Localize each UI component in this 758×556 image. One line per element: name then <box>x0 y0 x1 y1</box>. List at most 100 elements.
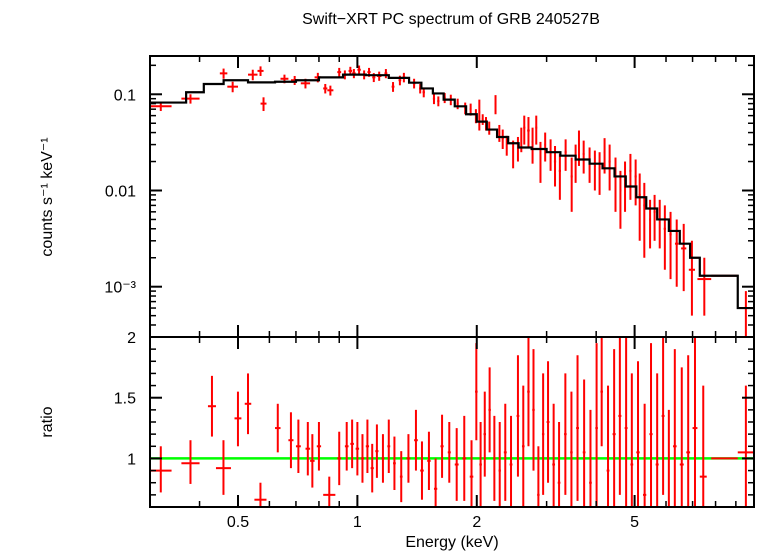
ratio-data-point <box>686 355 691 507</box>
spectrum-data-point <box>531 127 534 164</box>
spectrum-data-point <box>227 81 238 93</box>
ratio-data-point <box>552 403 556 507</box>
ratio-data-point <box>433 458 438 507</box>
spectrum-data-point <box>384 69 388 79</box>
ratio-data-point <box>387 419 391 473</box>
ratio-data-point <box>447 422 451 483</box>
spectrum-data-point <box>505 135 508 156</box>
spectrum-data-point <box>501 129 504 149</box>
spectrum-data-point <box>337 67 342 77</box>
spectrum-data-point <box>257 66 264 76</box>
ratio-data-point <box>316 422 322 471</box>
ratio-data-point <box>649 343 653 507</box>
spectrum-data-point <box>357 65 361 75</box>
spectrum-data-point <box>181 94 200 104</box>
ratio-data-point <box>483 391 486 477</box>
spectrum-data-point <box>574 144 577 183</box>
ratio-data-point <box>521 385 525 507</box>
ratio-data-point <box>337 431 342 486</box>
ratio-data-point <box>503 403 507 501</box>
ratio-data-point <box>310 434 315 488</box>
spectrum-data-point <box>598 152 601 195</box>
x-axis-label: Energy (keV) <box>405 534 498 551</box>
spectrum-data-point <box>516 136 519 162</box>
ratio-y-axis-label: ratio <box>39 406 56 437</box>
ratio-data-point <box>667 409 671 508</box>
spectrum-data-point <box>535 115 538 145</box>
ratio-data-points <box>150 337 754 508</box>
ratio-data-point <box>399 451 403 503</box>
ratio-data-point <box>498 422 501 507</box>
ratio-data-point <box>406 434 411 483</box>
spectrum-data-point <box>523 115 526 145</box>
spectrum-y-tick-label: 10⁻³ <box>104 280 136 297</box>
spectrum-data-point <box>527 117 530 148</box>
spectrum-data-point <box>558 153 561 200</box>
ratio-data-point <box>570 391 573 507</box>
spectrum-data-point <box>737 291 754 337</box>
spectrum-panel: 0.1 0.01 10⁻³ counts s⁻¹ keV⁻¹ <box>39 55 755 338</box>
ratio-data-point <box>150 446 172 493</box>
spectrum-data-point <box>260 97 267 112</box>
ratio-data-point <box>475 343 478 441</box>
spectrum-model-step <box>150 73 754 310</box>
ratio-data-point <box>541 373 545 495</box>
ratio-data-point <box>414 409 418 471</box>
ratio-data-point <box>427 431 431 490</box>
spectrum-y-tick-label: 0.01 <box>105 183 136 200</box>
spectrum-data-point <box>488 121 491 135</box>
spectrum-data-point <box>437 96 440 107</box>
ratio-data-point <box>546 361 550 483</box>
ratio-data-point <box>375 424 379 478</box>
spectrum-data-point <box>669 211 672 280</box>
spectrum-data-point <box>582 140 585 174</box>
spectrum-data-point <box>663 205 667 270</box>
ratio-data-point <box>600 337 603 447</box>
spectrum-frame <box>149 55 755 338</box>
spectrum-data-point <box>588 147 591 183</box>
spectrum-y-tick-label: 0.1 <box>114 87 136 104</box>
ratio-data-point <box>469 440 474 507</box>
ratio-data-point <box>595 343 598 507</box>
ratio-data-point <box>207 375 216 437</box>
ratio-data-point <box>488 367 491 453</box>
spectrum-data-point <box>681 223 687 292</box>
ratio-data-point <box>699 385 707 507</box>
spectrum-data-point <box>593 150 596 191</box>
spectrum-data-point <box>248 69 258 81</box>
ratio-data-point <box>606 385 610 507</box>
chart-title: Swift−XRT PC spectrum of GRB 240527B <box>302 11 600 28</box>
spectrum-data-point <box>498 124 501 142</box>
spectrum-data-point <box>674 219 679 287</box>
ratio-data-point <box>537 446 540 507</box>
ratio-data-point <box>557 422 561 507</box>
ratio-data-point <box>393 436 396 490</box>
ratio-data-point <box>365 419 370 473</box>
spectrum-data-point <box>649 199 652 249</box>
ratio-y-tick-label: 1.5 <box>114 391 136 408</box>
spectrum-data-point <box>456 98 459 110</box>
ratio-data-point <box>576 355 579 501</box>
ratio-data-point <box>295 419 301 473</box>
ratio-data-point <box>679 367 684 507</box>
ratio-data-point <box>305 422 311 476</box>
ratio-data-point <box>381 434 385 483</box>
spectrum-data-point <box>327 85 334 96</box>
ratio-data-point <box>244 373 252 435</box>
ratio-data-point <box>618 337 622 495</box>
ratio-data-point <box>516 355 520 477</box>
ratio-data-point <box>181 440 200 484</box>
ratio-data-point <box>532 349 535 471</box>
spectrum-data-point <box>544 132 547 162</box>
ratio-y-tick-label: 1 <box>127 451 136 468</box>
x-tick-label: 2 <box>472 514 481 531</box>
ratio-data-point <box>355 422 360 476</box>
ratio-data-point <box>215 440 231 495</box>
ratio-data-point <box>323 476 336 507</box>
ratio-data-point <box>509 415 513 507</box>
spectrum-data-point <box>432 93 436 105</box>
ratio-data-point <box>655 373 659 507</box>
ratio-data-point <box>589 409 592 507</box>
spectrum-data-point <box>629 153 632 200</box>
